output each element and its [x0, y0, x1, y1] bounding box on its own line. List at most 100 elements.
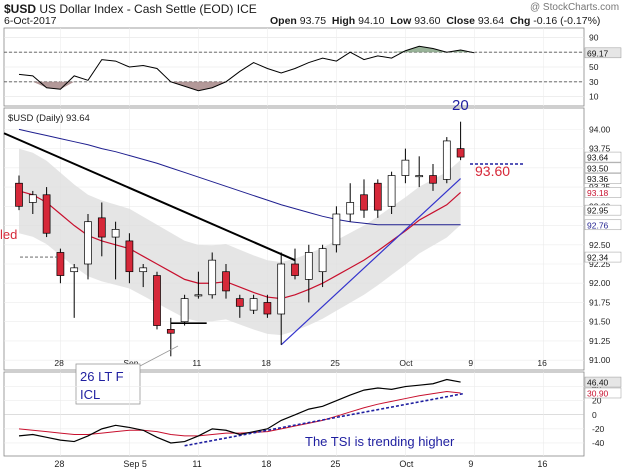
candle-down: [373, 182, 382, 211]
candle-down: [42, 194, 51, 234]
price-panel-title: $USD (Daily) 93.64: [8, 113, 90, 124]
candle-up: [442, 140, 451, 180]
candle-down: [429, 175, 437, 184]
annotation-left-label: led: [0, 227, 17, 242]
price-x-tick-label: 25: [330, 358, 340, 368]
candle-up: [346, 202, 355, 215]
ind-tick-label: 10: [589, 92, 599, 102]
price-badge: 93.36: [587, 174, 609, 184]
candle-down: [56, 252, 65, 276]
tsi-x-tick-label: 18: [261, 459, 271, 469]
price-panel-frame: [3, 107, 585, 371]
price-badge: 92.76: [587, 220, 609, 230]
chart-date: 6-Oct-2017: [4, 15, 57, 27]
price-tick-label: 94.00: [589, 124, 611, 134]
tsi-line: [18, 378, 461, 444]
price-x-tick-label: 28: [54, 358, 64, 368]
candle-up: [415, 175, 424, 178]
candle-down: [360, 194, 368, 211]
candle-down: [125, 240, 134, 273]
price-badge-bg: [584, 151, 622, 163]
price-badge-bg: [584, 187, 622, 198]
tsi-x-tick-label: 16: [537, 459, 547, 469]
price-x-tick-label: 16: [537, 358, 547, 368]
tsi-x-tick-label: 25: [330, 459, 340, 469]
price-badge-bg: [584, 204, 622, 216]
annotation-price-target: 93.60: [475, 163, 510, 179]
chart-header-title: $USD US Dollar Index - Cash Settle (EOD)…: [4, 2, 257, 16]
candle-down: [97, 217, 106, 238]
tsi-tick-label: 20: [592, 396, 602, 406]
price-badge-bg: [584, 162, 622, 174]
candle-down: [263, 302, 272, 315]
tsi-badge: 46.40: [587, 378, 609, 388]
candle-down: [291, 263, 299, 276]
candle-down: [166, 329, 175, 334]
tsi-x-tick-label: 28: [54, 459, 64, 469]
candle-up: [28, 194, 37, 203]
tsi-badge-bg: [584, 376, 622, 388]
price-x-tick-label: 18: [261, 358, 271, 368]
tsi-x-tick-label: 11: [192, 459, 201, 469]
tsi-tick-label: -40: [592, 438, 605, 448]
price-badge-bg: [584, 219, 622, 231]
candle-down: [235, 298, 244, 307]
candle-up: [194, 294, 203, 297]
tsi-trend-dashed-line: [184, 392, 464, 447]
price-x-tick-label: Oct: [399, 358, 413, 368]
tsi-tick-label: 0: [592, 410, 597, 420]
price-tick-label: 92.25: [589, 259, 611, 269]
ind-tick-label: 50: [589, 62, 599, 72]
ind-oversold-fill: [32, 81, 226, 91]
price-badge-bg: [584, 173, 622, 184]
tsi-tick-label: -20: [592, 424, 605, 434]
candle-down: [222, 271, 230, 292]
price-tick-label: 92.00: [589, 278, 611, 288]
candle-down: [15, 182, 23, 207]
candle-up: [318, 248, 327, 273]
price-x-tick-label: 9: [468, 358, 473, 368]
ind-value-badge: 69.17: [587, 48, 609, 58]
price-tick-label: 92.50: [589, 240, 611, 250]
candle-up: [387, 175, 396, 207]
candle-up: [70, 267, 79, 273]
price-tick-label: 91.00: [589, 355, 611, 365]
price-tick-label: 91.50: [589, 317, 611, 327]
price-badge: 93.18: [587, 188, 609, 198]
price-tick-label: 91.25: [589, 336, 611, 346]
ind-tick-label: 90: [589, 32, 599, 42]
candle-up: [84, 221, 92, 265]
candle-up: [277, 263, 286, 315]
ind-overbought-fill: [391, 46, 475, 53]
candle-up: [208, 259, 217, 296]
uptrend-line: [280, 178, 462, 346]
price-x-tick-label: Sep: [123, 358, 138, 368]
annotation-top-label: 20: [452, 97, 469, 114]
candle-up: [401, 159, 410, 176]
price-badge: 92.95: [587, 206, 609, 216]
price-band: [19, 148, 461, 336]
ind-tick-label: 30: [589, 77, 599, 87]
price-x-tick-label: 11: [192, 358, 201, 368]
candle-up: [139, 267, 148, 273]
price-badge: 93.50: [587, 163, 609, 173]
price-badge: 92.34: [587, 253, 609, 263]
tsi-x-tick-label: Sep 5: [123, 459, 147, 469]
candle-up: [180, 298, 189, 323]
watermark: @ StockCharts.com: [530, 2, 620, 13]
candle-up: [332, 213, 341, 246]
candle-up: [111, 229, 120, 238]
tsi-signal-badge-bg: [584, 387, 622, 399]
candle-up: [249, 298, 258, 311]
price-badge: 93.64: [587, 153, 609, 163]
annotation-tsi-note: The TSI is trending higher: [305, 434, 455, 449]
candle-down: [456, 148, 465, 158]
ma-short-line: [18, 190, 461, 300]
price-badge-bg: [584, 251, 622, 263]
candle-down: [153, 275, 161, 326]
price-tick-label: 93.25: [589, 182, 611, 192]
price-tick-label: 93.75: [589, 144, 611, 154]
cycle-callout-pointer: [139, 345, 179, 367]
